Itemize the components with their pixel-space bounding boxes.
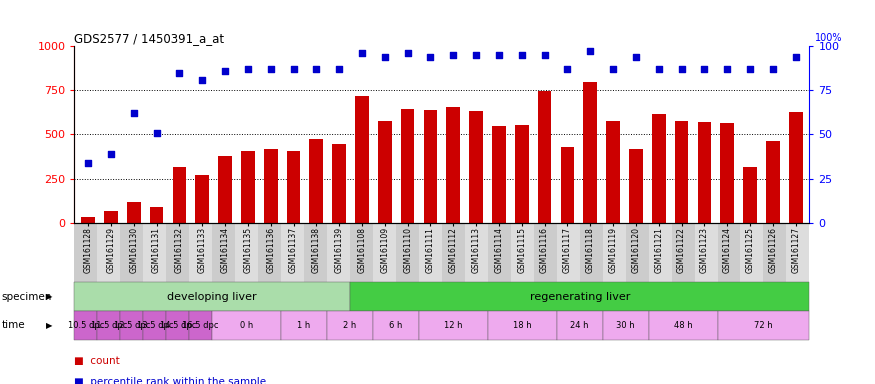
Point [606, 66, 620, 72]
Point [446, 52, 460, 58]
Bar [218, 157, 232, 223]
Text: ▶: ▶ [46, 292, 52, 301]
Bar [652, 114, 666, 223]
Bar [287, 151, 300, 223]
Point [172, 70, 186, 76]
Bar [697, 122, 711, 223]
Point [241, 66, 255, 72]
Bar [150, 207, 164, 223]
Point [697, 66, 711, 72]
Bar [127, 202, 141, 223]
Bar [355, 96, 369, 223]
Point [81, 160, 95, 166]
Bar [766, 141, 780, 223]
Bar [514, 125, 528, 223]
Point [584, 48, 598, 55]
Point [355, 50, 369, 56]
Point [537, 52, 551, 58]
Bar [538, 91, 551, 223]
Text: GDS2577 / 1450391_a_at: GDS2577 / 1450391_a_at [74, 32, 225, 45]
Text: 30 h: 30 h [616, 321, 635, 330]
Bar [81, 217, 94, 223]
Bar [629, 149, 643, 223]
Point [401, 50, 415, 56]
Text: 48 h: 48 h [674, 321, 692, 330]
Bar [378, 121, 392, 223]
Point [743, 66, 757, 72]
Text: 100%: 100% [815, 33, 843, 43]
Text: 11.5 dpc: 11.5 dpc [91, 321, 127, 330]
Bar [241, 151, 255, 223]
Bar [195, 175, 209, 223]
Point [218, 68, 232, 74]
Text: 10.5 dpc: 10.5 dpc [67, 321, 104, 330]
Point [766, 66, 780, 72]
Point [127, 110, 141, 116]
Text: specimen: specimen [2, 291, 52, 302]
Point [514, 52, 528, 58]
Bar [401, 109, 415, 223]
Bar [789, 112, 802, 223]
Bar [561, 147, 574, 223]
Point [720, 66, 734, 72]
Text: 72 h: 72 h [754, 321, 773, 330]
Point [378, 54, 392, 60]
Text: ■  count: ■ count [74, 356, 120, 366]
Text: 24 h: 24 h [570, 321, 589, 330]
Bar [675, 121, 689, 223]
Text: 13.5 dpc: 13.5 dpc [136, 321, 173, 330]
Point [560, 66, 574, 72]
Point [104, 151, 118, 157]
Bar [424, 110, 438, 223]
Text: 1 h: 1 h [298, 321, 311, 330]
Text: 14.5 dpc: 14.5 dpc [159, 321, 196, 330]
Text: 18 h: 18 h [513, 321, 532, 330]
Point [263, 66, 277, 72]
Text: 12 h: 12 h [444, 321, 463, 330]
Text: 12.5 dpc: 12.5 dpc [114, 321, 150, 330]
Bar [743, 167, 757, 223]
Bar [720, 123, 734, 223]
Text: 0 h: 0 h [240, 321, 253, 330]
Text: 2 h: 2 h [343, 321, 357, 330]
Text: 16.5 dpc: 16.5 dpc [183, 321, 219, 330]
Point [150, 129, 164, 136]
Bar [104, 211, 118, 223]
Bar [492, 126, 506, 223]
Point [469, 52, 483, 58]
Bar [584, 82, 597, 223]
Text: developing liver: developing liver [167, 291, 257, 302]
Bar [264, 149, 277, 223]
Text: time: time [2, 320, 25, 331]
Text: ■  percentile rank within the sample: ■ percentile rank within the sample [74, 377, 267, 384]
Bar [446, 107, 460, 223]
Text: regenerating liver: regenerating liver [529, 291, 630, 302]
Text: 6 h: 6 h [389, 321, 402, 330]
Point [652, 66, 666, 72]
Bar [469, 111, 483, 223]
Point [675, 66, 689, 72]
Point [310, 66, 324, 72]
Point [629, 54, 643, 60]
Point [332, 66, 346, 72]
Bar [332, 144, 346, 223]
Point [788, 54, 802, 60]
Bar [310, 139, 323, 223]
Point [286, 66, 300, 72]
Point [492, 52, 506, 58]
Bar [606, 121, 620, 223]
Bar [172, 167, 186, 223]
Point [424, 54, 438, 60]
Point [195, 76, 209, 83]
Text: ▶: ▶ [46, 321, 52, 330]
